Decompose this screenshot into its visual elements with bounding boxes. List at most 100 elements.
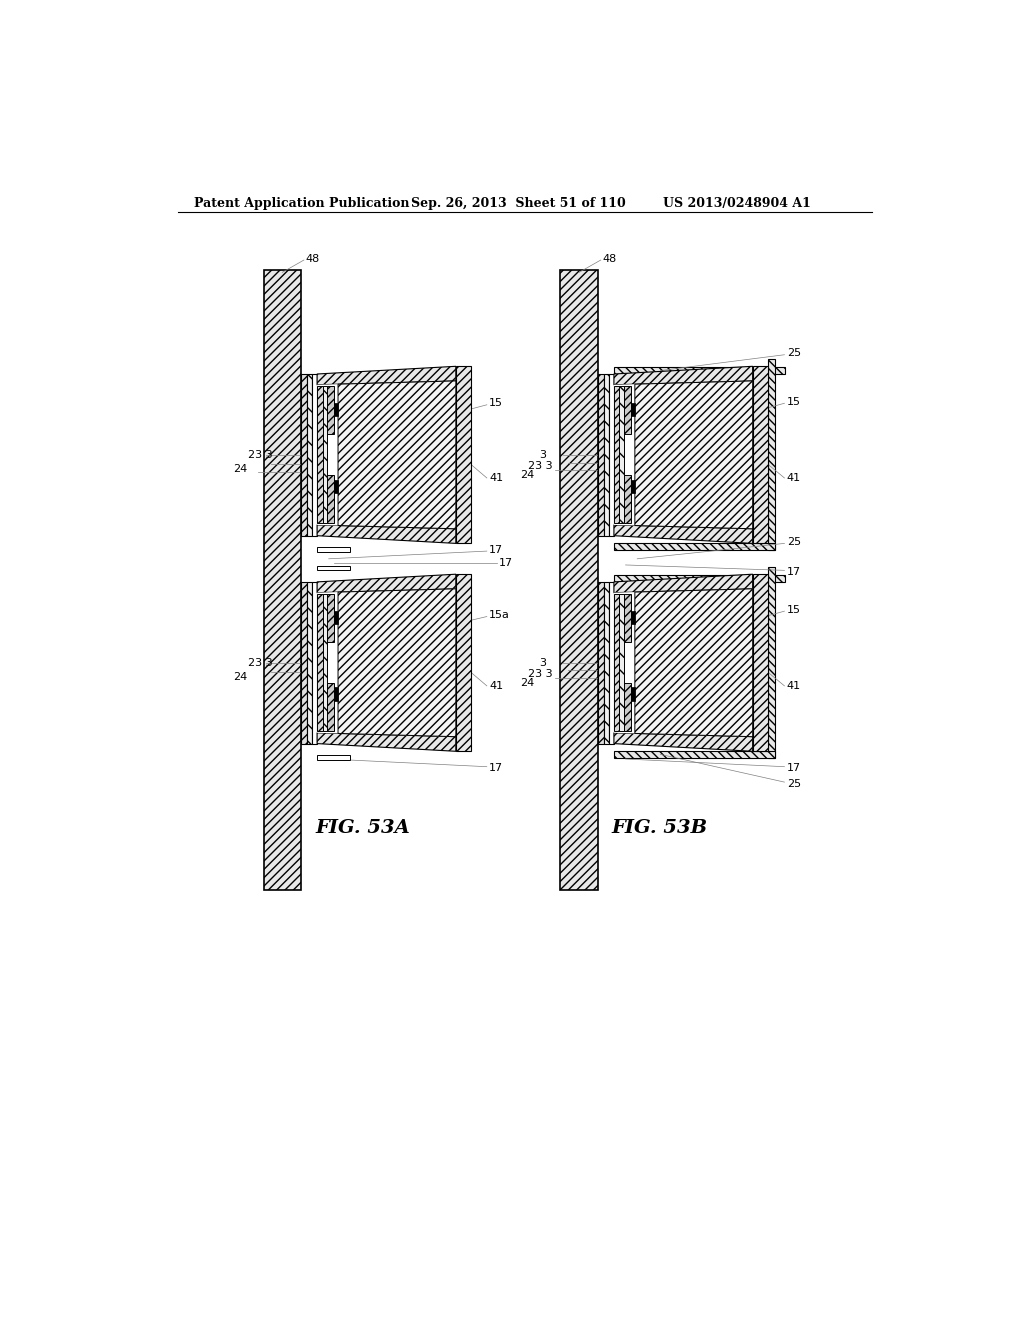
Text: 48: 48 bbox=[602, 253, 616, 264]
Bar bbox=[631, 611, 635, 624]
Polygon shape bbox=[614, 525, 753, 544]
Bar bbox=[631, 479, 635, 494]
Bar bbox=[631, 403, 635, 417]
Bar bbox=[609, 582, 614, 743]
Bar bbox=[307, 374, 312, 536]
Polygon shape bbox=[338, 589, 456, 737]
Bar bbox=[307, 582, 312, 743]
Text: Sep. 26, 2013  Sheet 51 of 110: Sep. 26, 2013 Sheet 51 of 110 bbox=[411, 197, 626, 210]
Polygon shape bbox=[317, 367, 456, 385]
Bar bbox=[620, 594, 624, 731]
Bar bbox=[328, 475, 334, 524]
Text: 17: 17 bbox=[786, 566, 801, 577]
Text: 23 3: 23 3 bbox=[248, 657, 272, 668]
Bar bbox=[323, 594, 328, 731]
Bar bbox=[312, 582, 317, 743]
Bar bbox=[317, 755, 350, 760]
Bar bbox=[317, 594, 323, 731]
Text: 15: 15 bbox=[786, 605, 801, 615]
Polygon shape bbox=[317, 589, 456, 737]
Polygon shape bbox=[635, 381, 753, 529]
Text: Patent Application Publication: Patent Application Publication bbox=[194, 197, 410, 210]
Text: 17: 17 bbox=[489, 545, 503, 554]
Bar bbox=[604, 582, 609, 743]
Text: 15: 15 bbox=[786, 397, 801, 407]
Text: 24: 24 bbox=[232, 463, 247, 474]
Text: 17: 17 bbox=[786, 763, 801, 774]
Bar bbox=[624, 387, 631, 434]
Bar bbox=[263, 271, 301, 890]
Bar bbox=[614, 576, 785, 582]
Polygon shape bbox=[614, 574, 753, 593]
Bar bbox=[334, 479, 338, 494]
Bar bbox=[334, 611, 338, 624]
Text: 17: 17 bbox=[499, 557, 513, 568]
Polygon shape bbox=[753, 367, 768, 544]
Text: 24: 24 bbox=[232, 672, 247, 681]
Text: 48: 48 bbox=[305, 253, 319, 264]
Bar bbox=[312, 374, 317, 536]
Polygon shape bbox=[317, 733, 456, 751]
Bar bbox=[301, 374, 307, 536]
Bar bbox=[609, 374, 614, 536]
Bar bbox=[614, 594, 620, 731]
Polygon shape bbox=[317, 525, 456, 544]
Text: 23 3: 23 3 bbox=[248, 450, 272, 459]
Text: 25: 25 bbox=[786, 537, 801, 546]
Text: 25: 25 bbox=[786, 348, 801, 358]
Bar bbox=[620, 387, 624, 524]
Bar bbox=[334, 688, 338, 701]
Polygon shape bbox=[614, 733, 753, 751]
Text: 15: 15 bbox=[489, 399, 503, 408]
Bar bbox=[334, 403, 338, 417]
Text: 24: 24 bbox=[520, 470, 535, 480]
Text: US 2013/0248904 A1: US 2013/0248904 A1 bbox=[663, 197, 811, 210]
Bar bbox=[317, 387, 323, 524]
Polygon shape bbox=[753, 574, 768, 751]
Bar bbox=[624, 475, 631, 524]
Bar bbox=[614, 367, 785, 374]
Text: FIG. 53A: FIG. 53A bbox=[315, 820, 411, 837]
Polygon shape bbox=[614, 381, 753, 529]
Text: 41: 41 bbox=[786, 681, 801, 690]
Bar bbox=[631, 688, 635, 701]
Bar bbox=[560, 271, 598, 890]
Text: 23 3: 23 3 bbox=[528, 461, 553, 471]
Text: 25: 25 bbox=[786, 779, 801, 788]
Bar bbox=[328, 594, 334, 643]
Text: 3: 3 bbox=[540, 450, 547, 459]
Text: 17: 17 bbox=[489, 763, 503, 774]
Bar bbox=[614, 751, 775, 758]
Polygon shape bbox=[614, 367, 753, 385]
Text: 41: 41 bbox=[489, 681, 503, 690]
Polygon shape bbox=[614, 589, 753, 737]
Polygon shape bbox=[317, 381, 456, 529]
Text: 41: 41 bbox=[489, 473, 503, 483]
Polygon shape bbox=[768, 359, 775, 550]
Text: 23 3: 23 3 bbox=[528, 668, 553, 678]
Text: 15a: 15a bbox=[489, 610, 510, 620]
Bar bbox=[328, 387, 334, 434]
Bar bbox=[624, 594, 631, 643]
Bar bbox=[328, 684, 334, 731]
Bar bbox=[598, 582, 604, 743]
Bar bbox=[614, 387, 620, 524]
Polygon shape bbox=[635, 589, 753, 737]
Bar bbox=[317, 548, 350, 552]
Bar bbox=[598, 374, 604, 536]
Polygon shape bbox=[456, 574, 471, 751]
Polygon shape bbox=[456, 367, 471, 544]
Bar bbox=[624, 684, 631, 731]
Text: 3: 3 bbox=[540, 657, 547, 668]
Bar bbox=[323, 387, 328, 524]
Bar bbox=[317, 566, 350, 570]
Polygon shape bbox=[768, 568, 775, 758]
Text: 24: 24 bbox=[520, 677, 535, 688]
Bar bbox=[301, 582, 307, 743]
Text: FIG. 53B: FIG. 53B bbox=[611, 820, 708, 837]
Text: 41: 41 bbox=[786, 473, 801, 483]
Bar bbox=[614, 544, 775, 550]
Bar bbox=[604, 374, 609, 536]
Polygon shape bbox=[317, 574, 456, 593]
Polygon shape bbox=[338, 381, 456, 529]
